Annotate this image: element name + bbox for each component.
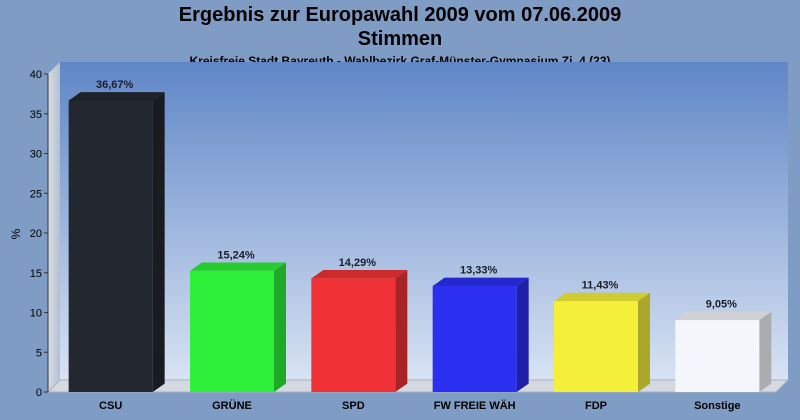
bar <box>190 262 286 392</box>
y-tick-label: 30 <box>30 149 42 161</box>
bar-front <box>554 301 638 392</box>
bar-side <box>759 311 772 392</box>
bar-value-label: 13,33% <box>460 265 498 277</box>
x-tick-label: FW FREIE WÄH <box>434 399 516 412</box>
bar-front <box>68 100 153 392</box>
x-tick-label: GRÜNE <box>212 399 252 412</box>
y-tick-label: 25 <box>30 188 42 200</box>
bar-value-label: 9,05% <box>706 299 737 311</box>
bar-value-label: 15,24% <box>217 249 255 261</box>
bar-front <box>311 278 396 392</box>
x-tick-label: CSU <box>99 400 122 412</box>
bar <box>311 269 408 392</box>
bar-top <box>432 277 529 287</box>
bar-side <box>274 262 286 392</box>
bar <box>554 292 650 392</box>
x-tick-label: Sonstige <box>694 400 740 412</box>
y-tick-label: 10 <box>30 308 42 320</box>
bar-front <box>675 320 760 392</box>
chart-title: Ergebnis zur Europawahl 2009 vom 07.06.2… <box>178 4 622 26</box>
y-tick-label: 40 <box>30 69 42 81</box>
bar-top <box>675 311 772 321</box>
bar <box>68 92 165 393</box>
y-tick-label: 0 <box>36 387 42 399</box>
bar-side <box>516 277 529 392</box>
bar-top <box>68 92 165 101</box>
bar-side <box>638 292 650 392</box>
bar-top <box>190 262 286 271</box>
bar <box>675 311 772 392</box>
bar-front <box>432 286 517 392</box>
x-tick-label: SPD <box>342 400 365 412</box>
y-tick-label: 5 <box>36 347 42 359</box>
y-axis-label: % <box>9 228 23 239</box>
plot-background <box>60 62 788 380</box>
bar-side <box>395 269 408 392</box>
plot-side-wall <box>48 62 60 392</box>
bar-value-label: 14,29% <box>339 257 377 269</box>
x-tick-label: FDP <box>585 400 607 412</box>
y-tick-label: 35 <box>30 109 42 121</box>
chart-subtitle: Stimmen <box>357 28 443 50</box>
bar <box>432 277 529 392</box>
y-tick-label: 20 <box>30 228 42 240</box>
bar-top <box>311 269 408 279</box>
y-tick-label: 15 <box>30 268 42 280</box>
bar-value-label: 36,67% <box>96 79 134 91</box>
bar-side <box>152 92 165 393</box>
bar-value-label: 11,43% <box>582 280 619 292</box>
bar-front <box>190 270 274 392</box>
bar-top <box>554 292 650 302</box>
